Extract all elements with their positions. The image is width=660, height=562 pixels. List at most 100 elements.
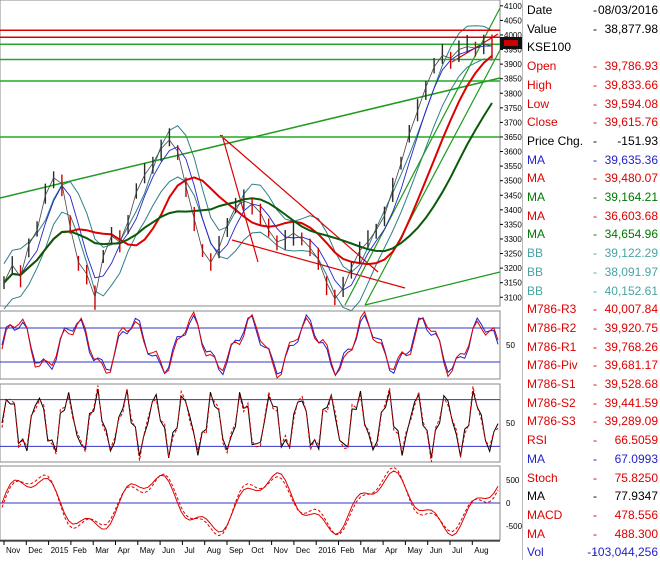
- info-value: 39,594.08: [604, 96, 658, 111]
- y-tick-label: 38500: [504, 75, 522, 84]
- info-value: 66.5059: [614, 433, 658, 448]
- info-row: MA -39,635.36: [523, 150, 660, 170]
- info-panel: Date -08/03/2016 Value -38,877.98 KSE100 Open…: [522, 0, 660, 560]
- y-tick-label: 33000: [504, 235, 522, 244]
- info-label: Close: [527, 115, 558, 130]
- info-row: M786-Piv -39,681.17: [523, 355, 660, 375]
- info-row: High -39,833.66: [523, 75, 660, 95]
- info-label: MA: [527, 171, 545, 186]
- info-label: M786-R1: [527, 339, 577, 354]
- ma-green: [3, 102, 493, 284]
- info-label: M786-Piv: [527, 358, 578, 373]
- osc-signal-line: [1, 310, 499, 379]
- ma-fast: [3, 45, 493, 291]
- x-tick-label: Nov: [274, 546, 288, 555]
- info-value: 39,289.09: [604, 414, 658, 429]
- info-value: 40,152.61: [604, 283, 658, 298]
- info-value: 478.556: [614, 507, 658, 522]
- info-row: MA -39,480.07: [523, 168, 660, 188]
- osc-tick-label: 0: [506, 499, 511, 508]
- x-tick-label: Oct: [251, 546, 264, 555]
- price-y-axis: 41000 40500 40000 39500 39000 38500 38000 37500…: [500, 2, 522, 302]
- bb-lower: [3, 58, 493, 312]
- info-row: Date -08/03/2016: [523, 0, 660, 20]
- y-tick-label: 37000: [504, 118, 522, 127]
- info-label: BB: [527, 246, 544, 261]
- chart-area: 41000 40500 40000 39500 39000 38500 38000 37500…: [0, 0, 522, 555]
- x-tick-label: Aug: [207, 546, 221, 555]
- y-tick-label: 34000: [504, 206, 522, 215]
- rsi-panel: 50: [0, 310, 515, 380]
- macd-panel: 500 0 -500: [0, 465, 522, 541]
- info-value: 39,480.07: [604, 171, 658, 186]
- info-value: 40,007.84: [604, 302, 658, 317]
- x-tick-label: Apr: [385, 546, 398, 555]
- info-row: BB -38,091.97: [523, 262, 660, 282]
- info-label: BB: [527, 283, 544, 298]
- x-axis: Nov Dec 2015 Feb Mar Apr May Jun Jul Aug Sep Oct Nov…: [0, 540, 500, 555]
- info-label: KSE100: [527, 40, 572, 55]
- y-tick-label: 36000: [504, 148, 522, 157]
- info-row: Open -39,786.93: [523, 56, 660, 76]
- info-label: MACD: [527, 507, 563, 522]
- info-value: 34,654.96: [604, 227, 658, 242]
- x-tick-label: Feb: [341, 546, 355, 555]
- y-tick-label: 35500: [504, 162, 522, 171]
- info-value: 39,681.17: [604, 358, 658, 373]
- price-panel: 41000 40500 40000 39500 39000 38500 38000 37500…: [0, 0, 522, 312]
- y-tick-label: 33500: [504, 220, 522, 229]
- info-label: Vol: [527, 545, 544, 560]
- info-label: MA: [527, 227, 545, 242]
- x-tick-label: Sep: [229, 546, 244, 555]
- x-tick-label: 2016: [318, 546, 336, 555]
- close-line: [3, 43, 493, 300]
- info-row: MA -77.9347: [523, 486, 660, 506]
- osc-line: [1, 470, 499, 537]
- info-row: KSE100: [523, 37, 660, 57]
- info-value: 67.0993: [614, 451, 658, 466]
- x-tick-label: Apr: [118, 546, 131, 555]
- x-tick-label: Dec: [28, 546, 42, 555]
- info-value: 39,786.93: [604, 59, 658, 74]
- info-value: -151.93: [617, 133, 658, 148]
- info-value: 39,635.36: [604, 152, 658, 167]
- info-label: Low: [527, 96, 550, 111]
- info-label: High: [527, 77, 552, 92]
- info-label: M786-S3: [527, 414, 576, 429]
- x-tick-label: Jul: [452, 546, 462, 555]
- info-row: BB -39,122.29: [523, 243, 660, 263]
- info-value: 39,122.29: [604, 246, 658, 261]
- osc-tick-label: 50: [506, 341, 515, 350]
- info-label: Value: [527, 21, 557, 36]
- y-tick-label: 40500: [504, 16, 522, 25]
- x-tick-label: May: [140, 546, 155, 555]
- info-row: Price Chg. - -151.93: [523, 131, 660, 151]
- info-value: 08/03/2016: [597, 3, 658, 17]
- y-tick-label: 37500: [504, 104, 522, 113]
- info-row: MA -34,654.96: [523, 224, 660, 244]
- info-row: MA -36,603.68: [523, 206, 660, 226]
- info-label: M786-R2: [527, 320, 577, 335]
- moving-averages: [3, 45, 493, 291]
- info-row: MA -67.0993: [523, 449, 660, 469]
- info-row: Low -39,594.08: [523, 94, 660, 114]
- stoch-panel: 50: [0, 383, 515, 463]
- horizontal-levels: [0, 29, 500, 138]
- osc-signal-line: [1, 385, 499, 463]
- info-label: RSI: [527, 433, 548, 448]
- y-tick-label: 41000: [504, 2, 522, 11]
- y-tick-label: 40000: [504, 31, 522, 40]
- info-label: Date: [527, 3, 553, 17]
- osc-signal-line: [1, 466, 499, 537]
- info-label: M786-S1: [527, 377, 576, 391]
- x-tick-label: 2015: [51, 546, 69, 555]
- info-value: 75.8250: [614, 470, 658, 485]
- info-label: Price Chg.: [527, 133, 584, 148]
- info-label: MA: [527, 152, 545, 167]
- info-label: Stoch: [527, 470, 558, 485]
- info-row: MA -488.300: [523, 524, 660, 544]
- info-value: 38,091.97: [604, 264, 658, 279]
- osc-tick-label: -500: [506, 522, 522, 531]
- bb-upper: [3, 25, 493, 273]
- info-value: 39,768.26: [604, 339, 658, 354]
